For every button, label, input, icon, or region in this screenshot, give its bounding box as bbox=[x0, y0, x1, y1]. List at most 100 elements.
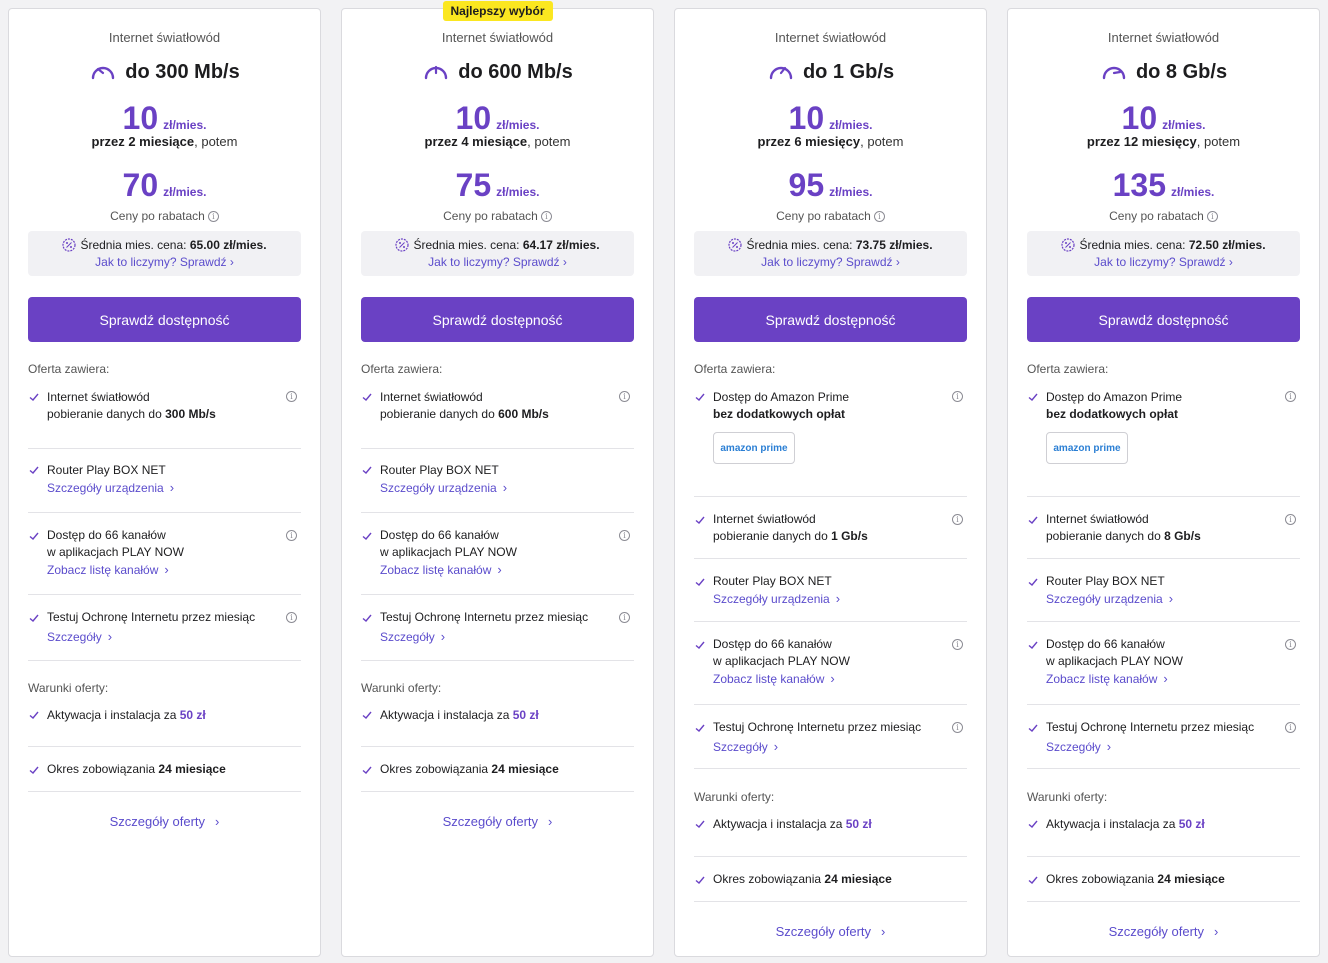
term-activation-text: Aktywacja i instalacja za 50 zł bbox=[47, 707, 279, 724]
fiber-sub-prefix: pobieranie danych do bbox=[713, 529, 832, 543]
promo-price-value: 10 bbox=[1121, 100, 1158, 136]
channels-list-label: Zobacz listę kanałów bbox=[1046, 672, 1158, 686]
protection-details-label: Szczegóły bbox=[1046, 740, 1101, 754]
promo-period-length: przez 12 miesięcy bbox=[1086, 134, 1197, 149]
feature-channels: i Dostęp do 66 kanałów w aplikacjach PLA… bbox=[28, 513, 301, 595]
info-icon[interactable]: i bbox=[619, 530, 630, 541]
discount-note-text: Ceny po rabatach bbox=[443, 209, 538, 223]
router-details-link[interactable]: Szczegóły urządzenia › bbox=[713, 590, 945, 608]
percent-badge-icon bbox=[1061, 238, 1076, 252]
chevron-right-icon: › bbox=[1106, 739, 1112, 754]
commit-prefix: Okres zobowiązania bbox=[380, 762, 492, 776]
discount-note: Ceny po rabatach i bbox=[694, 209, 967, 223]
plan-card-8g: Internet światłowód do 8 Gb/s 10 zł/mies.… bbox=[1007, 8, 1320, 957]
offer-details-link[interactable]: Szczegóły oferty › bbox=[1027, 924, 1300, 939]
channels-list-link[interactable]: Zobacz listę kanałów › bbox=[380, 561, 612, 579]
feature-fiber-sub: pobieranie danych do 600 Mb/s bbox=[380, 406, 612, 423]
info-icon[interactable]: i bbox=[873, 211, 885, 223]
offer-details-link[interactable]: Szczegóły oferty › bbox=[694, 924, 967, 939]
speedometer-icon bbox=[1102, 66, 1126, 80]
commit-value: 24 miesiące bbox=[158, 762, 226, 776]
router-details-link[interactable]: Szczegóły urządzenia › bbox=[47, 479, 279, 497]
activation-value: 50 zł bbox=[1178, 817, 1205, 831]
info-icon[interactable]: i bbox=[952, 391, 963, 402]
feature-channels-title1: Dostęp do 66 kanałów bbox=[380, 528, 499, 542]
discount-note: Ceny po rabatach i bbox=[361, 209, 634, 223]
offer-details-link[interactable]: Szczegóły oferty › bbox=[361, 814, 634, 829]
fiber-sub-prefix: pobieranie danych do bbox=[1046, 529, 1165, 543]
how-we-calculate-link[interactable]: Jak to liczymy? Sprawdź › bbox=[428, 255, 567, 269]
check-icon bbox=[362, 614, 372, 622]
info-icon[interactable]: i bbox=[207, 211, 219, 223]
feature-channels-title1: Dostęp do 66 kanałów bbox=[47, 528, 166, 542]
info-icon[interactable]: i bbox=[1285, 514, 1296, 525]
how-we-calculate-link[interactable]: Jak to liczymy? Sprawdź › bbox=[1094, 255, 1233, 269]
info-icon[interactable]: i bbox=[952, 722, 963, 733]
router-details-link[interactable]: Szczegóły urządzenia › bbox=[380, 479, 612, 497]
router-details-label: Szczegóły urządzenia bbox=[380, 481, 497, 495]
protection-details-link[interactable]: Szczegóły › bbox=[47, 628, 279, 646]
terms-title: Warunki oferty: bbox=[694, 790, 775, 804]
regular-price-value: 70 bbox=[122, 167, 159, 203]
router-details-label: Szczegóły urządzenia bbox=[1046, 592, 1163, 606]
check-icon bbox=[1028, 724, 1038, 732]
chevron-right-icon: › bbox=[1163, 671, 1168, 686]
average-price-label: Średnia mies. cena: bbox=[80, 238, 187, 252]
feature-amazon-title: Dostęp do Amazon Prime bbox=[713, 390, 850, 404]
check-icon bbox=[695, 578, 705, 586]
protection-details-link[interactable]: Szczegóły › bbox=[1046, 738, 1278, 756]
chevron-right-icon: › bbox=[502, 480, 508, 495]
router-details-link[interactable]: Szczegóły urządzenia › bbox=[1046, 590, 1278, 608]
check-availability-button[interactable]: Sprawdź dostępność bbox=[361, 297, 634, 342]
protection-details-link[interactable]: Szczegóły › bbox=[713, 738, 945, 756]
terms-title: Warunki oferty: bbox=[361, 681, 442, 695]
info-icon[interactable]: i bbox=[1285, 722, 1296, 733]
info-icon[interactable]: i bbox=[619, 612, 630, 623]
info-icon[interactable]: i bbox=[952, 514, 963, 525]
check-availability-button[interactable]: Sprawdź dostępność bbox=[1027, 297, 1300, 342]
percent-badge-icon bbox=[395, 238, 410, 252]
plan-type: Internet światłowód bbox=[1107, 30, 1220, 45]
promo-price-unit: zł/mies. bbox=[163, 118, 207, 132]
info-icon[interactable]: i bbox=[1285, 391, 1296, 402]
protection-details-link[interactable]: Szczegóły › bbox=[380, 628, 612, 646]
chevron-right-icon: › bbox=[881, 924, 886, 939]
average-price-label: Średnia mies. cena: bbox=[413, 238, 520, 252]
how-we-calculate-link[interactable]: Jak to liczymy? Sprawdź › bbox=[95, 255, 234, 269]
promo-period: przez 12 miesięcy, potem bbox=[1027, 134, 1300, 154]
check-icon bbox=[362, 532, 372, 540]
fiber-sub-speed: 8 Gb/s bbox=[1164, 529, 1201, 543]
promo-period: przez 6 miesięcy, potem bbox=[694, 134, 967, 154]
info-icon[interactable]: i bbox=[619, 391, 630, 402]
check-icon bbox=[29, 532, 39, 540]
check-availability-button[interactable]: Sprawdź dostępność bbox=[28, 297, 301, 342]
amazon-logo-text: amazon prime bbox=[720, 442, 788, 454]
chevron-right-icon: › bbox=[773, 739, 779, 754]
promo-period-length: przez 2 miesiące bbox=[91, 134, 195, 149]
term-commitment: Okres zobowiązania 24 miesiące bbox=[361, 747, 634, 792]
info-icon[interactable]: i bbox=[540, 211, 552, 223]
offer-details-link[interactable]: Szczegóły oferty › bbox=[28, 814, 301, 829]
amazon-logo-text: amazon prime bbox=[1053, 442, 1121, 454]
info-icon[interactable]: i bbox=[1285, 639, 1296, 650]
promo-period: przez 2 miesiące, potem bbox=[28, 134, 301, 154]
info-icon[interactable]: i bbox=[286, 391, 297, 402]
channels-list-link[interactable]: Zobacz listę kanałów › bbox=[1046, 670, 1278, 688]
promo-period-rest: , potem bbox=[194, 134, 238, 149]
protection-details-label: Szczegóły bbox=[47, 630, 102, 644]
commit-value: 24 miesiące bbox=[1157, 872, 1225, 886]
info-icon[interactable]: i bbox=[952, 639, 963, 650]
check-availability-button[interactable]: Sprawdź dostępność bbox=[694, 297, 967, 342]
info-icon[interactable]: i bbox=[286, 612, 297, 623]
channels-list-link[interactable]: Zobacz listę kanałów › bbox=[713, 670, 945, 688]
amazon-prime-logo: amazon prime bbox=[713, 432, 795, 464]
activation-value: 50 zł bbox=[512, 708, 539, 722]
promo-period: przez 4 miesiące, potem bbox=[361, 134, 634, 154]
amazon-sub-bold: bez dodatkowych opłat bbox=[1046, 407, 1179, 421]
info-icon[interactable]: i bbox=[1206, 211, 1218, 223]
how-we-calculate-link[interactable]: Jak to liczymy? Sprawdź › bbox=[761, 255, 900, 269]
info-icon[interactable]: i bbox=[286, 530, 297, 541]
channels-list-link[interactable]: Zobacz listę kanałów › bbox=[47, 561, 279, 579]
feature-channels: i Dostęp do 66 kanałów w aplikacjach PLA… bbox=[1027, 622, 1300, 705]
feature-fiber: i Internet światłowód pobieranie danych … bbox=[1027, 497, 1300, 559]
